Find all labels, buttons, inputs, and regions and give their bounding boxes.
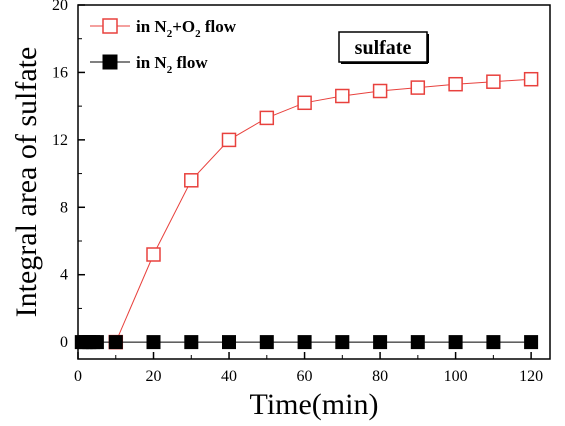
data-point-series-0 (448, 76, 463, 92)
x-tick-label: 80 (372, 368, 388, 385)
legend-label-n2-o2-sub2: 2 (195, 28, 201, 40)
x-tick-label: 120 (519, 368, 543, 385)
data-point-series-0 (184, 173, 199, 188)
legend-label-n2-o2-sub1: 2 (167, 28, 173, 40)
data-point-series-1 (89, 335, 104, 350)
legend-marker-n2-o2 (102, 18, 118, 34)
data-point-series-0 (486, 74, 501, 89)
data-point-series-1 (448, 335, 463, 350)
legend-entry-n2-o2: in N2+O2 flow (90, 17, 237, 40)
legend-label-n2: in N2 flow (136, 53, 208, 76)
data-point-series-1 (297, 335, 312, 350)
legend: in N2+O2 flow in N2 flow (90, 17, 237, 76)
x-tick-label: 100 (444, 368, 468, 385)
y-tick-label: 16 (52, 64, 68, 81)
data-point-series-1 (108, 335, 123, 350)
y-axis-title: Integral area of sulfate (10, 47, 43, 318)
legend-label-n2-part2: flow (172, 53, 208, 72)
legend-label-n2-part1: in N (136, 53, 167, 72)
y-tick-label: 8 (60, 199, 68, 216)
y-tick-label: 12 (52, 132, 68, 149)
data-point-series-0 (297, 95, 312, 111)
data-point-series-1 (222, 335, 236, 350)
data-point-series-0 (259, 110, 275, 126)
data-point-series-0 (523, 71, 539, 87)
data-point-series-0 (335, 88, 350, 104)
data-point-series-1 (524, 335, 539, 350)
x-axis-title: Time(min) (250, 388, 379, 421)
y-tick-label: 4 (60, 267, 68, 284)
data-point-series-1 (410, 335, 425, 350)
data-point-series-0 (146, 247, 161, 262)
data-point-series-1 (146, 335, 161, 350)
data-point-series-1 (184, 335, 199, 350)
data-point-series-0 (372, 83, 388, 99)
axis-ticks: 0 20 40 60 80 100 120 0 4 8 12 16 20 (52, 0, 543, 385)
data-point-series-1 (373, 335, 388, 350)
legend-label-n2-o2-part2: +O (172, 17, 195, 36)
x-tick-label: 20 (146, 368, 162, 385)
y-tick-label: 0 (60, 334, 68, 351)
legend-label-n2-o2-part1: in N (136, 17, 167, 36)
series-layer (74, 71, 539, 350)
plot-frame (77, 4, 551, 360)
y-tick-label: 20 (52, 0, 68, 14)
legend-label-n2-o2-part3: flow (201, 17, 237, 36)
legend-label-n2-sub1: 2 (167, 64, 173, 76)
x-tick-label: 0 (74, 368, 82, 385)
data-point-series-1 (259, 335, 274, 350)
data-point-series-0 (221, 132, 237, 148)
legend-marker-n2 (102, 54, 118, 70)
series-line-0 (115, 78, 532, 343)
legend-label-n2-o2: in N2+O2 flow (136, 17, 237, 40)
legend-entry-n2: in N2 flow (90, 53, 208, 76)
annotation-box (338, 31, 428, 63)
annotation-sulfate: sulfate (338, 31, 429, 64)
data-point-series-0 (410, 80, 426, 95)
annotation-label: sulfate (355, 37, 412, 59)
data-point-series-1 (486, 335, 501, 350)
data-point-series-1 (335, 335, 350, 350)
x-tick-label: 40 (221, 368, 237, 385)
x-tick-label: 60 (297, 368, 313, 385)
